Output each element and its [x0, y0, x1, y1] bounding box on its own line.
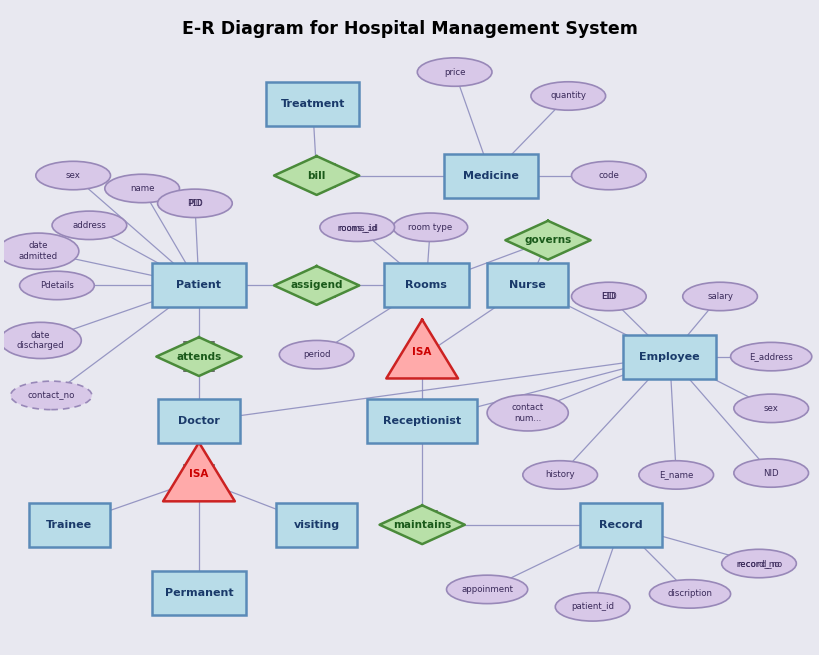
- Text: E-R Diagram for Hospital Management System: E-R Diagram for Hospital Management Syst…: [182, 20, 637, 39]
- Text: Pdetails: Pdetails: [40, 281, 74, 290]
- Text: name: name: [129, 184, 154, 193]
- Text: contact
num...: contact num...: [511, 403, 543, 422]
- Text: E_name: E_name: [658, 470, 693, 479]
- Ellipse shape: [554, 593, 629, 621]
- Text: Employee: Employee: [639, 352, 699, 362]
- Text: PID: PID: [187, 199, 202, 208]
- Text: patient_id: patient_id: [570, 603, 613, 611]
- Text: Receptionist: Receptionist: [382, 417, 460, 426]
- Ellipse shape: [638, 460, 713, 489]
- Text: Trainee: Trainee: [46, 519, 92, 530]
- Ellipse shape: [52, 211, 127, 240]
- Text: Medicine: Medicine: [463, 170, 518, 181]
- Ellipse shape: [20, 271, 94, 300]
- FancyBboxPatch shape: [486, 263, 568, 307]
- Text: code: code: [598, 171, 618, 180]
- Text: EID: EID: [600, 292, 616, 301]
- Polygon shape: [505, 221, 590, 259]
- Ellipse shape: [523, 460, 597, 489]
- Text: sex: sex: [66, 171, 80, 180]
- FancyBboxPatch shape: [444, 153, 537, 198]
- Text: period: period: [302, 350, 330, 359]
- Text: date
discharged: date discharged: [17, 331, 65, 350]
- FancyBboxPatch shape: [276, 503, 357, 547]
- Ellipse shape: [279, 341, 354, 369]
- Text: Nurse: Nurse: [509, 280, 545, 290]
- Ellipse shape: [721, 550, 795, 578]
- Text: Patient: Patient: [176, 280, 221, 290]
- Text: appoinment: appoinment: [460, 585, 513, 594]
- Text: rooms_id: rooms_id: [336, 223, 378, 232]
- Text: Record: Record: [599, 519, 642, 530]
- Text: governs: governs: [523, 235, 571, 245]
- Ellipse shape: [530, 82, 605, 110]
- Ellipse shape: [682, 282, 757, 310]
- Text: NID: NID: [762, 468, 778, 477]
- Text: contact_no: contact_no: [28, 391, 75, 400]
- Polygon shape: [274, 156, 359, 195]
- Text: ISA: ISA: [412, 346, 432, 356]
- Text: bill: bill: [307, 170, 325, 181]
- Text: ISA: ISA: [189, 470, 208, 479]
- Ellipse shape: [446, 575, 527, 604]
- Ellipse shape: [730, 343, 811, 371]
- Ellipse shape: [0, 322, 81, 358]
- Polygon shape: [379, 506, 464, 544]
- FancyBboxPatch shape: [367, 400, 477, 443]
- Ellipse shape: [486, 395, 568, 431]
- Text: attends: attends: [176, 352, 221, 362]
- Ellipse shape: [157, 189, 232, 217]
- FancyBboxPatch shape: [265, 83, 359, 126]
- Ellipse shape: [0, 233, 79, 269]
- Polygon shape: [274, 266, 359, 305]
- Ellipse shape: [733, 394, 808, 422]
- Polygon shape: [386, 320, 458, 379]
- Text: PID: PID: [188, 199, 201, 208]
- Text: discription: discription: [667, 590, 712, 599]
- Text: date
admitted: date admitted: [19, 242, 58, 261]
- FancyBboxPatch shape: [158, 400, 239, 443]
- Polygon shape: [163, 443, 234, 501]
- Ellipse shape: [319, 213, 394, 242]
- Ellipse shape: [392, 213, 467, 242]
- Text: record_no: record_no: [735, 559, 781, 568]
- Text: address: address: [72, 221, 106, 230]
- Ellipse shape: [571, 282, 645, 310]
- Ellipse shape: [36, 161, 111, 190]
- Text: assigend: assigend: [290, 280, 342, 290]
- FancyBboxPatch shape: [383, 263, 468, 307]
- Ellipse shape: [571, 161, 645, 190]
- Text: quantity: quantity: [550, 92, 586, 100]
- FancyBboxPatch shape: [29, 503, 110, 547]
- FancyBboxPatch shape: [580, 503, 661, 547]
- Text: Rooms: Rooms: [405, 280, 446, 290]
- Ellipse shape: [649, 580, 730, 608]
- FancyBboxPatch shape: [152, 571, 246, 614]
- Text: sex: sex: [762, 404, 778, 413]
- Text: EID: EID: [601, 292, 615, 301]
- Text: Doctor: Doctor: [178, 417, 219, 426]
- Text: Permanent: Permanent: [165, 588, 233, 597]
- Text: salary: salary: [706, 292, 732, 301]
- FancyBboxPatch shape: [152, 263, 246, 307]
- Text: Treatment: Treatment: [280, 100, 344, 109]
- FancyBboxPatch shape: [622, 335, 716, 379]
- Ellipse shape: [11, 381, 92, 409]
- Text: visiting: visiting: [293, 519, 339, 530]
- Text: price: price: [443, 67, 465, 77]
- Text: rooms_id: rooms_id: [337, 223, 376, 232]
- Text: record_no: record_no: [737, 559, 780, 568]
- Text: history: history: [545, 470, 574, 479]
- Text: E_address: E_address: [749, 352, 792, 361]
- Text: maintains: maintains: [392, 519, 450, 530]
- Text: room type: room type: [408, 223, 452, 232]
- Ellipse shape: [105, 174, 179, 202]
- Ellipse shape: [417, 58, 491, 86]
- Polygon shape: [156, 337, 242, 376]
- Ellipse shape: [733, 458, 808, 487]
